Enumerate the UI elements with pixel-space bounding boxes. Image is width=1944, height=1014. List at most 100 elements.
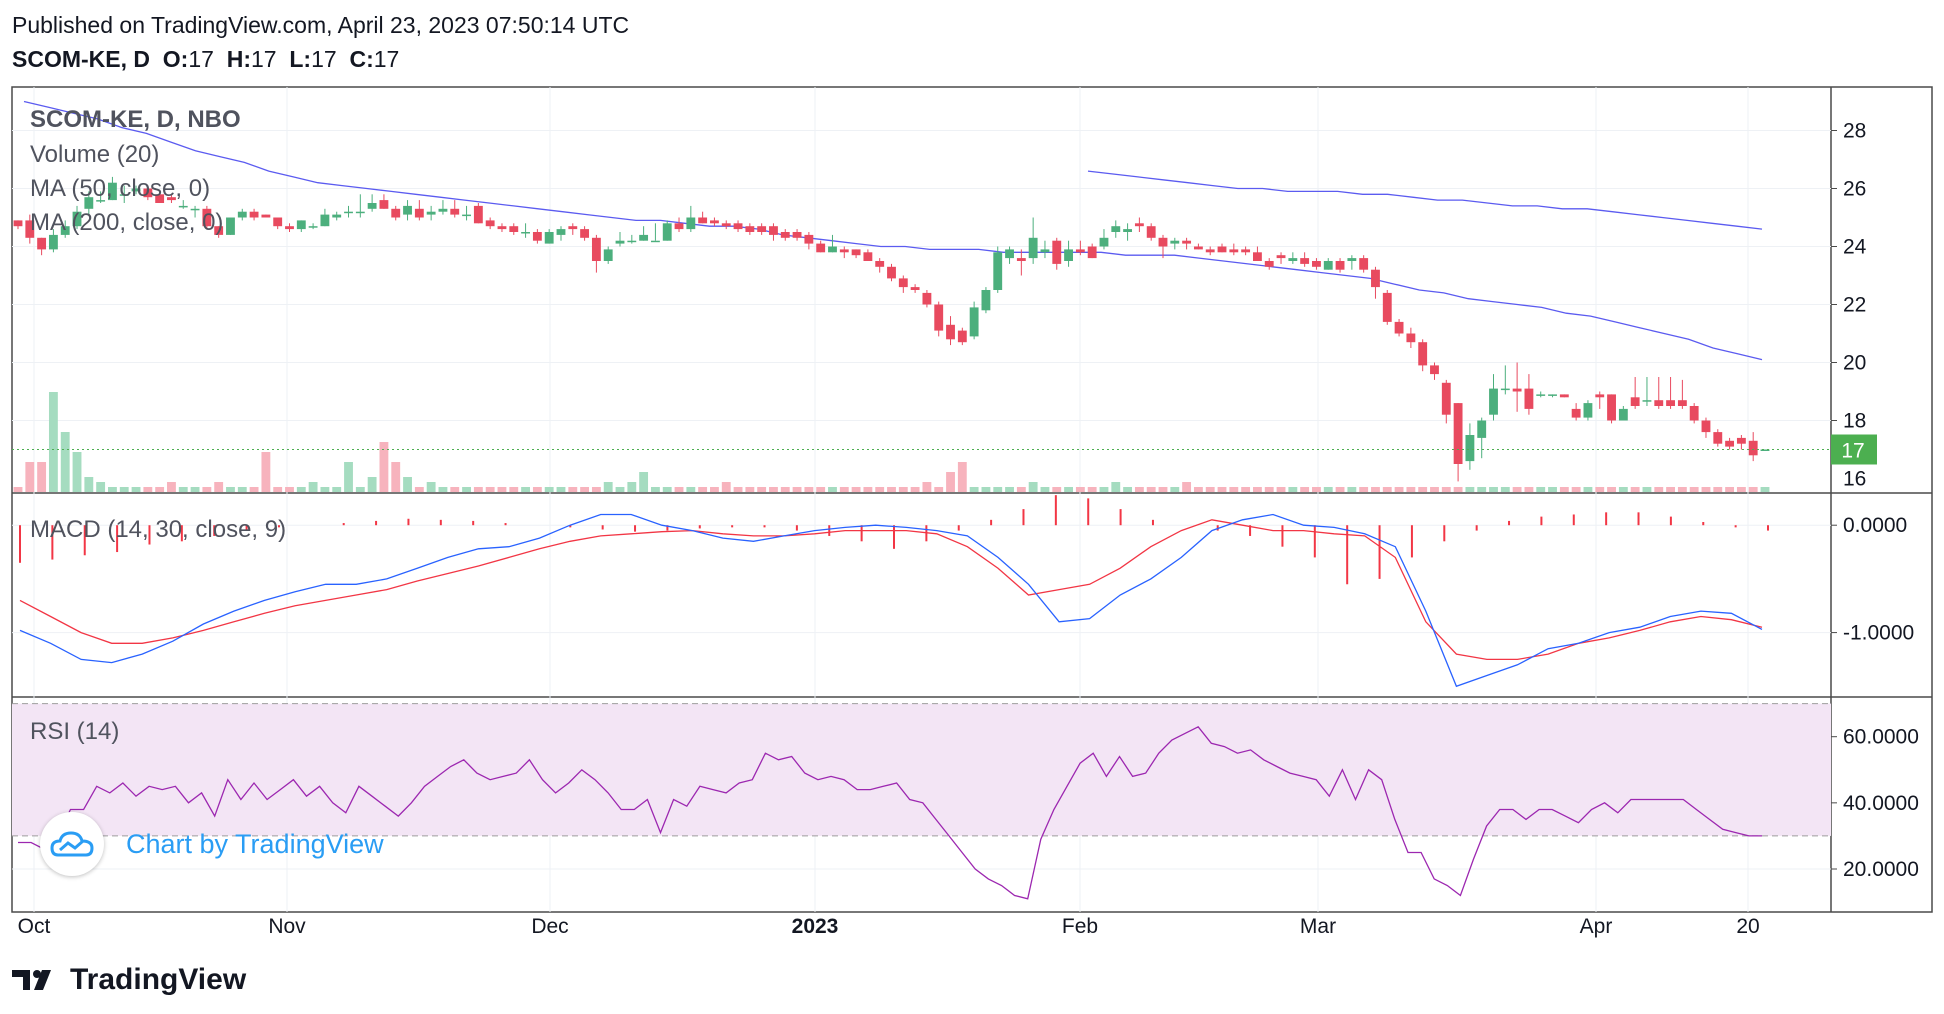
candle-body xyxy=(1300,258,1310,264)
rsi-tick-label: 20.0000 xyxy=(1843,858,1919,881)
candle-body xyxy=(650,240,660,243)
volume-bar xyxy=(249,487,259,492)
volume-bar xyxy=(308,482,318,492)
volume-bar xyxy=(1252,487,1262,492)
candle-body xyxy=(674,223,684,230)
candle-body xyxy=(1725,440,1735,447)
volume-bar xyxy=(1182,482,1192,492)
volume-bar xyxy=(143,487,153,492)
volume-bar xyxy=(497,487,507,492)
candle-body xyxy=(898,278,908,288)
rsi-band-fill xyxy=(12,703,1831,836)
candle-body xyxy=(804,234,814,244)
volume-bar xyxy=(1040,487,1050,492)
volume-bar xyxy=(521,487,531,492)
candle-body xyxy=(1453,403,1463,464)
volume-bar xyxy=(450,487,460,492)
candle-body xyxy=(1583,403,1593,418)
candle-body xyxy=(1736,437,1746,444)
candle-body xyxy=(969,307,979,337)
footer-brand: TradingView xyxy=(70,963,247,996)
volume-bar xyxy=(485,487,495,492)
volume-bar xyxy=(603,482,613,492)
volume-bar xyxy=(37,462,47,492)
volume-bar xyxy=(544,487,554,492)
candle-body xyxy=(155,194,165,203)
candle-body xyxy=(1595,394,1605,398)
volume-bar xyxy=(1111,482,1121,492)
candle-body xyxy=(72,211,82,227)
candle-body xyxy=(1134,223,1144,227)
volume-bar xyxy=(1264,487,1274,492)
candle-body xyxy=(568,226,578,230)
tradingview-cloud-icon xyxy=(40,812,104,876)
rsi-band xyxy=(12,703,1831,837)
volume-bar xyxy=(1005,487,1014,492)
candle-body xyxy=(1382,292,1392,322)
candle-body xyxy=(1217,246,1227,253)
volume-bar xyxy=(1654,487,1664,492)
footer: TradingView xyxy=(12,960,246,1000)
volume-bar xyxy=(532,487,542,492)
candle-body xyxy=(1016,258,1026,261)
macd-line xyxy=(19,513,1763,688)
candle-body xyxy=(721,223,731,227)
candle-body xyxy=(1618,408,1628,421)
candle-body xyxy=(698,217,708,224)
volume-bar xyxy=(119,487,129,492)
ma50-line xyxy=(23,100,1763,361)
candle-body xyxy=(1713,432,1723,444)
volume-bar xyxy=(438,487,448,492)
candle-body xyxy=(1559,394,1569,398)
volume-bar xyxy=(72,452,82,492)
candle-body xyxy=(320,214,330,227)
low-value: 17 xyxy=(311,46,337,72)
price-tick-label: 20 xyxy=(1843,352,1866,375)
volume-bar xyxy=(1064,487,1073,492)
candle-body xyxy=(450,208,460,215)
candle-body xyxy=(686,217,696,230)
high-value: 17 xyxy=(251,46,277,72)
candle-body xyxy=(167,197,176,201)
candle-body xyxy=(521,232,531,234)
candle-body xyxy=(556,229,566,235)
last-price-box xyxy=(1831,434,1877,465)
candle-body xyxy=(816,243,826,253)
volume-bar xyxy=(969,487,979,492)
volume-bar xyxy=(863,487,873,492)
candle-body xyxy=(391,208,401,218)
volume-bar xyxy=(674,487,684,492)
volume-bar xyxy=(1524,487,1534,492)
volume-bar xyxy=(556,487,566,492)
volume-bar xyxy=(202,487,212,492)
volume-bar xyxy=(367,477,377,492)
volume-bar xyxy=(1394,487,1404,492)
volume-bar xyxy=(591,487,601,492)
volume-bar xyxy=(1430,487,1439,492)
candle-body xyxy=(473,205,483,224)
volume-bar xyxy=(403,477,412,492)
candle-body xyxy=(190,208,200,211)
candle-body xyxy=(1323,261,1333,270)
rsi-tick-label: 60.0000 xyxy=(1843,726,1919,749)
price-tick-label: 18 xyxy=(1843,410,1866,433)
ma200-line xyxy=(1087,170,1763,230)
legend-macd: MACD (14, 30, close, 9) xyxy=(30,516,286,543)
volume-bar xyxy=(1371,487,1380,492)
volume-bar xyxy=(662,487,672,492)
candle-body xyxy=(308,226,318,228)
candle-body xyxy=(1099,237,1109,247)
tradingview-watermark[interactable]: Chart by TradingView xyxy=(40,812,384,876)
volume-bar xyxy=(1288,487,1298,492)
volume-bar xyxy=(1607,487,1616,492)
candle-body xyxy=(60,226,70,235)
volume-bar xyxy=(1382,487,1392,492)
candle-body xyxy=(1406,333,1416,343)
volume-bar xyxy=(13,487,23,492)
candle-body xyxy=(1677,400,1687,406)
candle-body xyxy=(1087,246,1097,259)
candle-body xyxy=(1666,400,1675,406)
volume-bar xyxy=(780,487,790,492)
volume-bar xyxy=(1016,487,1026,492)
